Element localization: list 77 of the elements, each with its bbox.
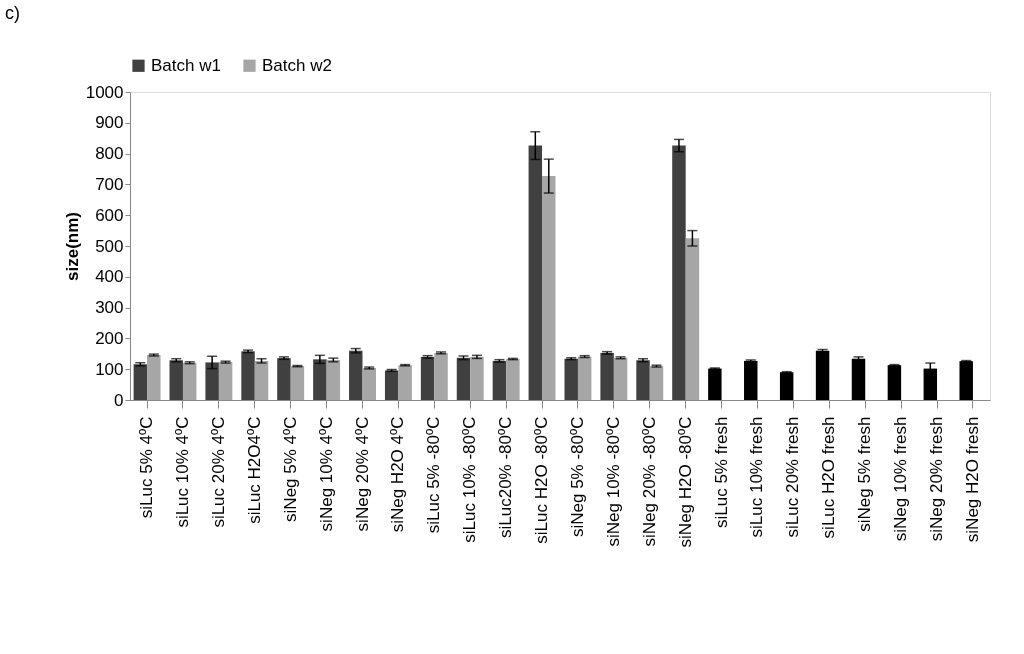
bar (708, 368, 722, 400)
bar (277, 358, 291, 400)
x-tick-label: siLuc 10% 4ºC (172, 416, 192, 528)
x-tick-label: siNeg 10% 4ºC (316, 416, 336, 532)
bar (636, 360, 650, 400)
bar (169, 360, 183, 400)
bar (542, 176, 556, 400)
bar (685, 238, 700, 400)
x-tick-label: siLuc 5% 4ºC (137, 416, 157, 519)
x-tick-label: siLuc 20% fresh (783, 416, 803, 538)
bar (241, 351, 255, 400)
bar (362, 367, 376, 400)
x-tick-label: siLuc 10% fresh (747, 416, 767, 538)
bar (492, 360, 507, 400)
bar (182, 362, 197, 400)
y-tick-label: 400 (95, 267, 124, 287)
x-tick-label: siNeg 20% fresh (927, 416, 947, 542)
bar (384, 370, 399, 400)
bar (528, 145, 543, 400)
bar (147, 355, 161, 400)
bar (205, 362, 219, 400)
x-tick-label: siNeg H2O -80ºC (675, 416, 695, 548)
x-tick-label: siLuc 5% fresh (711, 416, 731, 528)
bar (959, 361, 973, 400)
x-tick-label: siNeg H2O 4ºC (388, 416, 408, 533)
x-tick-label: siNeg H2O fresh (962, 416, 982, 543)
x-tick-label: siLuc H2O -80ºC (532, 416, 552, 544)
bar (779, 372, 794, 400)
y-tick-label: 300 (95, 298, 124, 318)
bar (456, 357, 471, 400)
bar (290, 366, 305, 400)
y-axis-title: size(nm) (62, 212, 82, 281)
x-tick-label: siNeg 10% -80ºC (603, 416, 623, 547)
x-tick-label: siNeg 10% fresh (891, 416, 911, 542)
legend-label: Batch w1 (151, 55, 221, 75)
bar (815, 350, 830, 400)
x-tick-label: siLuc 5% -80ºC (424, 416, 444, 534)
x-tick-label: siNeg 5% -80ºC (567, 416, 587, 538)
legend-label: Batch w2 (262, 55, 332, 75)
bar (600, 352, 614, 400)
y-tick-label: 0 (114, 390, 124, 410)
bar (923, 368, 938, 400)
bar (254, 360, 269, 400)
text: c) (5, 3, 20, 23)
x-tick-label: siNeg 20% -80ºC (639, 416, 659, 547)
bar (434, 352, 448, 400)
bar (564, 358, 578, 400)
y-tick-label: 600 (95, 205, 124, 225)
x-tick-label: siNeg 5% 4ºC (280, 416, 300, 522)
bar (420, 356, 435, 400)
bar (613, 357, 628, 400)
bar (887, 365, 902, 400)
y-tick-label: 1000 (85, 82, 124, 102)
bar (470, 356, 484, 400)
y-tick-label: 100 (95, 359, 124, 379)
x-tick-label: siLuc20% -80ºC (496, 416, 516, 538)
x-tick-label: siLuc H2O4ºC (244, 416, 264, 524)
x-tick-label: siLuc H2O fresh (819, 416, 839, 539)
bar (133, 364, 148, 400)
bar (672, 145, 686, 400)
y-tick-label: 900 (95, 113, 124, 133)
x-tick-label: siNeg 5% fresh (855, 416, 875, 532)
bar (218, 362, 233, 400)
y-tick-label: 700 (95, 174, 124, 194)
bar (744, 360, 758, 400)
bar (851, 358, 866, 400)
y-tick-label: 800 (95, 144, 124, 164)
bar (398, 365, 412, 400)
y-tick-label: 200 (95, 328, 124, 348)
x-tick-label: siNeg 20% 4ºC (352, 416, 372, 532)
x-tick-label: siLuc 20% 4ºC (208, 416, 228, 528)
bar (577, 356, 592, 400)
x-tick-label: siLuc 10% -80ºC (460, 416, 480, 543)
bar (649, 366, 664, 400)
bar (506, 359, 520, 400)
bar (326, 359, 341, 400)
y-tick-label: 500 (95, 236, 124, 256)
